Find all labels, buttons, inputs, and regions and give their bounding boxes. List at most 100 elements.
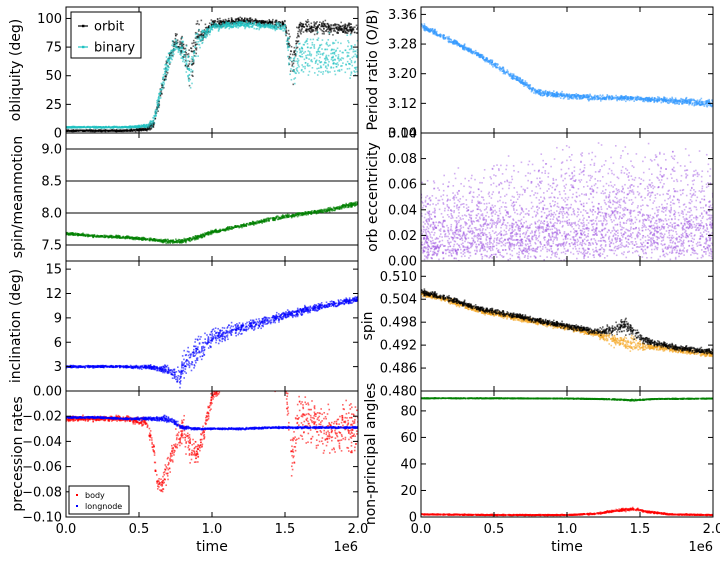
period_ratio-point xyxy=(543,94,546,96)
obliquity-point xyxy=(289,56,291,59)
period_ratio-point xyxy=(508,75,511,78)
period_ratio-point xyxy=(605,96,608,99)
period_ratio-point xyxy=(684,98,687,101)
period_ratio-point xyxy=(642,100,644,103)
obliquity-point xyxy=(330,23,332,26)
period_ratio-point xyxy=(698,100,701,103)
obliquity-point xyxy=(232,26,235,29)
obliquity-point xyxy=(339,50,341,52)
period_ratio-point xyxy=(528,88,531,91)
obliquity-point xyxy=(344,31,346,33)
obliquity-point xyxy=(315,23,317,25)
obliquity-point xyxy=(192,56,194,59)
obliquity-point xyxy=(162,86,164,88)
period_ratio-point xyxy=(629,96,632,98)
obliquity-point xyxy=(310,46,313,49)
obliquity-point xyxy=(272,27,274,29)
obliquity-point xyxy=(293,50,295,52)
obliquity-point xyxy=(158,92,161,95)
obliquity-point xyxy=(95,130,97,132)
obliquity-point xyxy=(348,41,350,44)
period_ratio-ytick-label: 3.28 xyxy=(388,38,417,53)
period_ratio-point xyxy=(691,103,693,106)
obliquity-point xyxy=(119,129,121,132)
period_ratio-point xyxy=(437,34,440,37)
period_ratio-point xyxy=(689,101,692,104)
obliquity-point xyxy=(91,126,94,128)
period_ratio-point xyxy=(634,97,637,100)
obliquity-point xyxy=(302,65,305,68)
obliquity-point xyxy=(184,64,187,67)
period_ratio-point xyxy=(566,95,569,97)
obliquity-point xyxy=(316,52,318,54)
obliquity-point xyxy=(315,59,318,62)
spin_meanmotion-point xyxy=(140,238,143,241)
obliquity-point xyxy=(152,124,155,126)
obliquity-point xyxy=(334,73,337,76)
period_ratio-point xyxy=(533,89,536,91)
period_ratio-point xyxy=(597,97,600,99)
obliquity-point xyxy=(264,21,267,24)
period_ratio-point xyxy=(612,97,614,100)
obliquity-point xyxy=(356,48,358,51)
obliquity-legend-marker xyxy=(82,24,85,28)
obliquity-point xyxy=(279,21,282,24)
spin_meanmotion-point xyxy=(210,233,212,236)
obliquity-point xyxy=(321,52,324,55)
obliquity-point xyxy=(341,25,343,28)
obliquity-point xyxy=(317,50,320,53)
period_ratio-point xyxy=(566,96,569,99)
period_ratio-point xyxy=(486,57,488,59)
period_ratio-point xyxy=(436,33,439,36)
period_ratio-point xyxy=(524,81,526,84)
obliquity-point xyxy=(322,70,325,73)
obliquity-point xyxy=(127,126,130,129)
period_ratio-point xyxy=(424,28,427,30)
period_ratio-point xyxy=(430,29,432,32)
obliquity-point xyxy=(188,80,190,82)
obliquity-point xyxy=(211,24,214,27)
period_ratio-point xyxy=(603,98,606,100)
obliquity-point xyxy=(251,24,254,27)
obliquity-point xyxy=(149,120,152,122)
period_ratio-point xyxy=(616,96,619,98)
obliquity-point xyxy=(291,53,294,56)
period_ratio-point xyxy=(500,67,502,70)
period_ratio-point xyxy=(426,26,429,29)
period_ratio-point xyxy=(432,31,434,34)
period_ratio-point xyxy=(634,98,637,101)
obliquity-point xyxy=(162,86,165,89)
period_ratio-point xyxy=(709,103,712,106)
obliquity-point xyxy=(301,50,304,52)
obliquity-point xyxy=(325,28,328,31)
obliquity-point xyxy=(154,117,157,120)
obliquity-point xyxy=(251,26,253,28)
period_ratio-ylabel: Period ratio (O/B) xyxy=(365,9,381,130)
period_ratio-point xyxy=(615,97,618,100)
spin_meanmotion-point xyxy=(336,206,339,208)
obliquity-point xyxy=(345,27,348,30)
obliquity-point xyxy=(165,56,168,58)
period_ratio-point xyxy=(687,102,690,104)
obliquity-point xyxy=(304,61,307,64)
obliquity-point xyxy=(206,31,208,33)
period_ratio-point xyxy=(617,98,620,100)
period_ratio-point xyxy=(459,45,461,47)
period_ratio-point xyxy=(521,79,524,82)
obliquity-point xyxy=(264,20,267,23)
obliquity-point xyxy=(182,54,185,56)
obliquity-point xyxy=(174,34,177,37)
period_ratio-point xyxy=(431,28,434,30)
obliquity-point xyxy=(353,31,356,34)
obliquity-point xyxy=(181,45,183,47)
obliquity-point xyxy=(253,24,255,26)
obliquity-point xyxy=(170,55,173,58)
obliquity-point xyxy=(318,47,320,50)
obliquity-point xyxy=(356,51,358,54)
obliquity-point xyxy=(298,54,301,57)
obliquity-point xyxy=(192,59,195,61)
obliquity-point xyxy=(194,41,197,44)
obliquity-point xyxy=(182,43,185,46)
period_ratio-point xyxy=(478,56,480,58)
obliquity-point xyxy=(199,46,201,49)
